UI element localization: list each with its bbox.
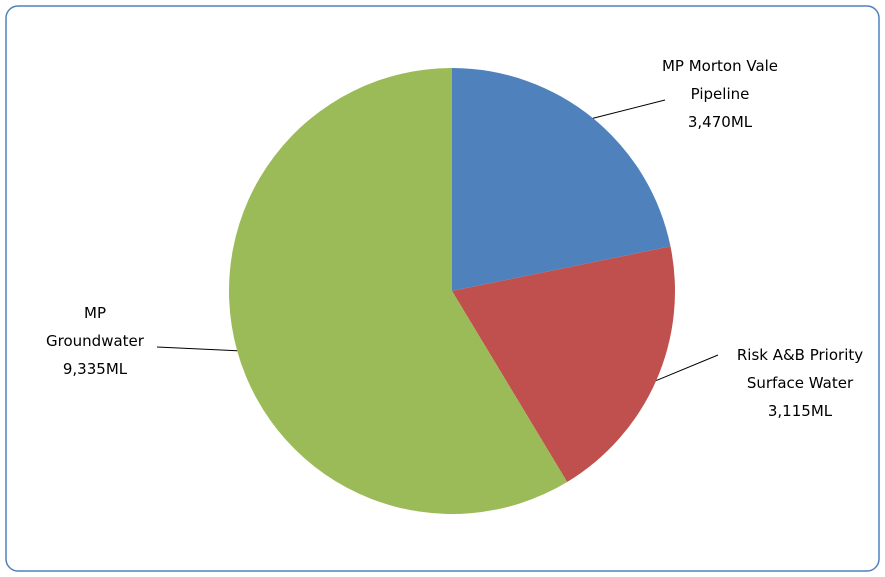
slice-label: MP Groundwater 9,335ML [40,299,150,383]
category-label: Risk A&B Priority Surface Water [736,346,864,392]
pie-slice [452,68,671,291]
leader-line [592,99,666,119]
value-label: 3,470ML [687,113,753,131]
slice-label: Risk A&B Priority Surface Water 3,115ML [715,341,885,425]
slice-label: MP Morton Vale Pipeline 3,470ML [660,52,780,136]
pie-slice [229,68,568,514]
leader-line [656,354,719,382]
pie-slice [452,246,675,482]
leader-line [156,346,238,352]
category-label: MP Groundwater [46,304,144,350]
category-label: MP Morton Vale Pipeline [661,57,779,103]
value-label: 9,335ML [62,360,128,378]
value-label: 3,115ML [767,402,833,420]
